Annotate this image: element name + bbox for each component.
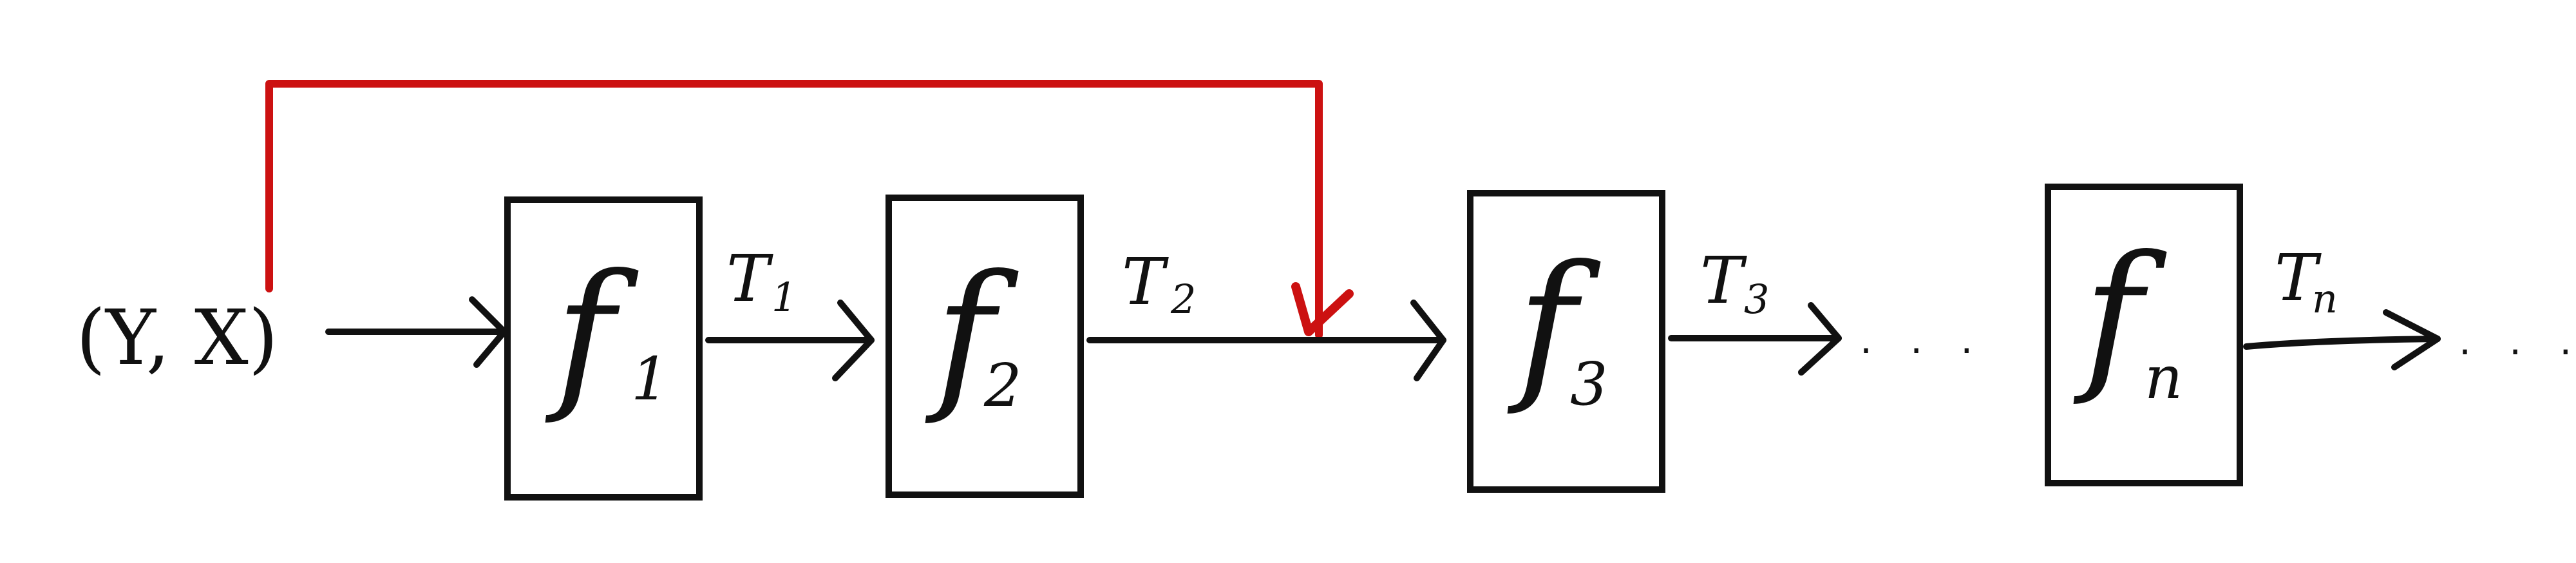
function-label-1-main: f — [545, 240, 639, 427]
edge-label-1-sub: 1 — [772, 274, 797, 321]
edge-arrow-1-head — [832, 300, 875, 381]
edge-arrow-3-head — [1798, 302, 1842, 376]
edge-label-3-sub: 3 — [1744, 276, 1769, 323]
ellipsis-1: . . . — [1860, 318, 1985, 363]
edge-label-3-main: T — [1700, 243, 1747, 318]
function-label-3-sub: 3 — [1570, 350, 1608, 419]
edge-arrow-2-head — [1410, 300, 1446, 381]
edge-label-2-main: T — [1122, 244, 1169, 320]
edge-label-1-main: T — [726, 241, 773, 316]
function-label-n-sub: n — [2145, 343, 2183, 412]
skip-connection-arrowhead — [1291, 282, 1354, 336]
edge-arrow-n-head — [2383, 309, 2441, 370]
edge-label-n-main: T — [2275, 240, 2322, 316]
ellipsis-2: . . . — [2459, 319, 2576, 364]
function-box-3 — [1467, 190, 1665, 493]
edge-label-n-sub: n — [2312, 275, 2338, 322]
function-box-1 — [504, 196, 703, 501]
skip-connection-line — [265, 80, 1323, 339]
function-box-n — [2045, 184, 2243, 486]
edge-label-2-sub: 2 — [1170, 276, 1196, 323]
function-label-2-sub: 2 — [983, 351, 1022, 420]
input-label: (Y, X) — [76, 293, 278, 382]
function-label-1-sub: 1 — [631, 345, 669, 414]
function-box-2 — [886, 195, 1084, 498]
edge-arrow-n-shaft — [2243, 336, 2441, 350]
